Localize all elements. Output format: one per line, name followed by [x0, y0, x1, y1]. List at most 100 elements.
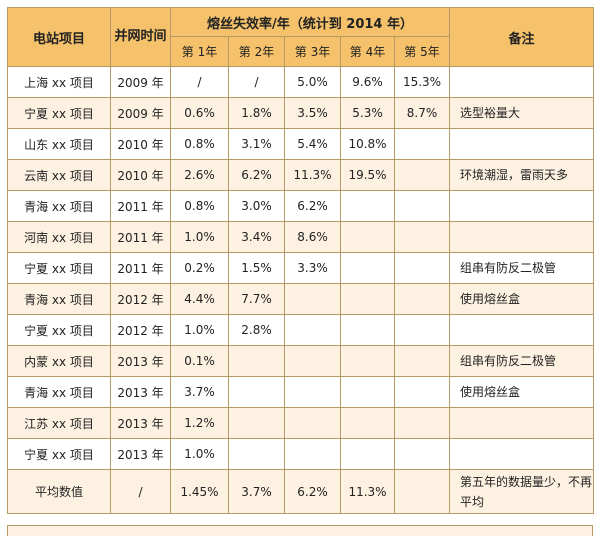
cell-r5: [393, 314, 451, 346]
cell-year: 2012 年: [110, 314, 171, 346]
cell-year: 2011 年: [110, 252, 171, 284]
cell-r4: 9.6%: [340, 66, 395, 98]
cell-note: 组串有防反二极管: [449, 252, 595, 284]
table-row: 内蒙 xx 项目 2013 年 0.1% 组串有防反二极管: [7, 345, 595, 377]
cell-r2: [228, 438, 285, 470]
average-cell-project: 平均数值: [7, 469, 111, 514]
cell-r3: [284, 407, 341, 439]
cell-r3: 6.2%: [284, 190, 341, 222]
cell-r5: [393, 283, 451, 315]
cell-project: 宁夏 xx 项目: [7, 252, 111, 284]
table-row: 云南 xx 项目 2010 年 2.6% 6.2% 11.3% 19.5% 环境潮湿，雷雨天…: [7, 159, 595, 191]
cell-r5: [393, 221, 451, 253]
header-year-4: 第 4年: [340, 36, 395, 67]
table-row: 青海 xx 项目 2013 年 3.7% 使用熔丝盒: [7, 376, 595, 408]
table-row: 江苏 xx 项目 2013 年 1.2%: [7, 407, 595, 439]
cell-project: 宁夏 xx 项目: [7, 438, 111, 470]
cell-r5: [393, 252, 451, 284]
cell-r5: [393, 376, 451, 408]
table-row: 宁夏 xx 项目 2009 年 0.6% 1.8% 3.5% 5.3% 8.7% 选型裕量大: [7, 97, 595, 129]
cell-r2: 3.4%: [228, 221, 285, 253]
cell-r2: 3.0%: [228, 190, 285, 222]
table-row: 宁夏 xx 项目 2013 年 1.0%: [7, 438, 595, 470]
average-cell-r1: 1.45%: [170, 469, 229, 514]
cell-r5: 8.7%: [393, 97, 451, 129]
table-body: 上海 xx 项目 2009 年 //5.0% 9.6% 15.3% 宁夏 xx 项目 200…: [7, 66, 595, 514]
cell-project: 河南 xx 项目: [7, 221, 111, 253]
cell-r5: [393, 190, 451, 222]
cell-r1: 0.2%: [170, 252, 229, 284]
cell-r4: 5.3%: [340, 97, 395, 129]
header-failure-rate: 熔丝失效率/年（统计到 2014 年）: [169, 7, 451, 37]
cell-r1: 0.1%: [170, 345, 229, 377]
table-row: 青海 xx 项目 2012 年 4.4% 7.7% 使用熔丝盒: [7, 283, 595, 315]
cell-r4: [340, 345, 395, 377]
table-row: 上海 xx 项目 2009 年 //5.0% 9.6% 15.3%: [7, 66, 595, 98]
cell-note: 组串有防反二极管: [449, 345, 595, 377]
average-cell-note: 第五年的数据量少，不再平均: [449, 469, 595, 514]
cell-year: 2010 年: [110, 128, 171, 160]
cell-r5: 15.3%: [393, 66, 451, 98]
cell-note: [449, 407, 595, 439]
table-row: 宁夏 xx 项目 2012 年 1.0% 2.8%: [7, 314, 595, 346]
table-row: 山东 xx 项目 2010 年 0.8% 3.1% 5.4% 10.8%: [7, 128, 595, 160]
cell-r3: 3.5%: [284, 97, 341, 129]
cell-r4: [340, 221, 395, 253]
cell-r4: [340, 407, 395, 439]
cell-note: 选型裕量大: [449, 97, 595, 129]
cell-r1: 1.2%: [170, 407, 229, 439]
cell-r3: [284, 438, 341, 470]
header-notes: 备注: [449, 7, 595, 67]
cell-r1: 0.6%: [170, 97, 229, 129]
cell-r2: 6.2%: [228, 159, 285, 191]
cell-r2: [228, 407, 285, 439]
cell-note: [449, 438, 595, 470]
table-footer-band: [7, 525, 593, 536]
cell-r4: 19.5%: [340, 159, 395, 191]
cell-r2: 2.8%: [228, 314, 285, 346]
cell-r3: 5.0%: [284, 66, 341, 98]
average-cell-r2: 3.7%: [228, 469, 285, 514]
table-row: 青海 xx 项目 2011 年 0.8% 3.0% 6.2%: [7, 190, 595, 222]
cell-note: [449, 221, 595, 253]
cell-r1: /: [170, 66, 229, 98]
cell-r1: 3.7%: [170, 376, 229, 408]
cell-r3: [284, 283, 341, 315]
cell-r1: 0.8%: [170, 190, 229, 222]
cell-r3: 11.3%: [284, 159, 341, 191]
cell-project: 宁夏 xx 项目: [7, 314, 111, 346]
cell-r4: 10.8%: [340, 128, 395, 160]
cell-r2: 7.7%: [228, 283, 285, 315]
table-row: 河南 xx 项目 2011 年 1.0% 3.4% 8.6%: [7, 221, 595, 253]
average-cell-r4: 11.3%: [340, 469, 395, 514]
cell-r4: [340, 283, 395, 315]
cell-r2: [228, 376, 285, 408]
header-year-row: 第 1年 第 2年 第 3年 第 4年 第 5年: [8, 36, 594, 67]
cell-year: 2009 年: [110, 97, 171, 129]
cell-r3: 5.4%: [284, 128, 341, 160]
average-cell-year: /: [110, 469, 171, 514]
cell-r3: 8.6%: [284, 221, 341, 253]
cell-r2: 1.8%: [228, 97, 285, 129]
cell-r4: [340, 252, 395, 284]
cell-note: [449, 190, 595, 222]
cell-r5: [393, 128, 451, 160]
cell-r1: 1.0%: [170, 314, 229, 346]
header-row: 电站项目 并网时间 熔丝失效率/年（统计到 2014 年） 备注: [7, 7, 595, 67]
cell-project: 江苏 xx 项目: [7, 407, 111, 439]
header-year-5: 第 5年: [393, 36, 451, 67]
average-cell-r3: 6.2%: [284, 469, 341, 514]
cell-project: 山东 xx 项目: [7, 128, 111, 160]
fuse-failure-table: 电站项目 并网时间 熔丝失效率/年（统计到 2014 年） 备注 第 1年 第 …: [7, 7, 595, 514]
header-year-1: 第 1年: [170, 36, 229, 67]
cell-project: 青海 xx 项目: [7, 190, 111, 222]
cell-year: 2010 年: [110, 159, 171, 191]
cell-project: 上海 xx 项目: [7, 66, 111, 98]
header-grid-time: 并网时间: [110, 7, 171, 67]
cell-r3: [284, 345, 341, 377]
cell-r2: /: [228, 66, 285, 98]
cell-note: 使用熔丝盒: [449, 376, 595, 408]
cell-r5: [393, 438, 451, 470]
cell-r4: [340, 438, 395, 470]
